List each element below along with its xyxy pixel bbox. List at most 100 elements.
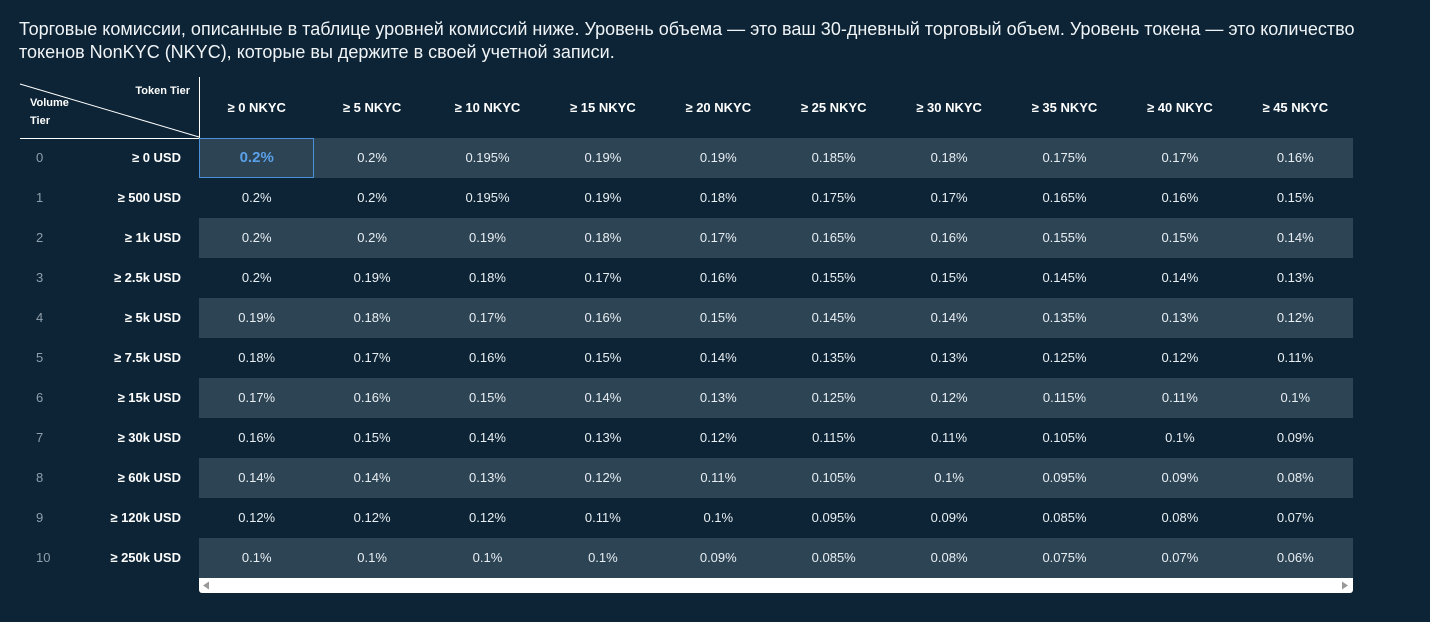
fee-cell[interactable]: 0.17% [930, 190, 968, 205]
fee-cell[interactable]: 0.09% [1161, 470, 1199, 485]
fee-cell[interactable]: 0.14% [469, 430, 506, 445]
fee-cell[interactable]: 0.1% [588, 550, 618, 565]
fee-cell[interactable]: 0.11% [931, 430, 968, 445]
fee-cell[interactable]: 0.19% [238, 310, 276, 325]
fee-cell[interactable]: 0.14% [584, 390, 622, 405]
fee-cell[interactable]: 0.09% [1276, 430, 1314, 445]
fee-cell[interactable]: 0.2% [357, 230, 387, 245]
fee-cell[interactable]: 0.155% [811, 270, 856, 285]
fee-cell[interactable]: 0.08% [1276, 470, 1314, 485]
fee-cell[interactable]: 0.19% [469, 230, 506, 245]
fee-cell[interactable]: 0.06% [1276, 550, 1314, 565]
fee-cell[interactable]: 0.1% [1165, 430, 1195, 445]
fee-cell[interactable]: 0.17% [1161, 150, 1199, 165]
fee-cell[interactable]: 0.09% [699, 550, 737, 565]
fee-cell[interactable]: 0.13% [1276, 270, 1314, 285]
fee-cell[interactable]: 0.095% [1042, 470, 1087, 485]
fee-cell[interactable]: 0.12% [469, 510, 506, 525]
fee-cell[interactable]: 0.12% [353, 510, 391, 525]
fee-cell[interactable]: 0.15% [469, 390, 506, 405]
fee-cell[interactable]: 0.15% [353, 430, 391, 445]
fee-cell[interactable]: 0.13% [930, 350, 968, 365]
fee-cell[interactable]: 0.07% [1276, 510, 1314, 525]
fee-cell[interactable]: 0.095% [811, 510, 856, 525]
fee-cell[interactable]: 0.16% [469, 350, 506, 365]
selected-cell[interactable]: 0.2% [199, 138, 315, 178]
fee-cell[interactable]: 0.1% [472, 550, 503, 565]
fee-cell[interactable]: 0.07% [1161, 550, 1199, 565]
fee-cell[interactable]: 0.18% [353, 310, 391, 325]
fee-cell[interactable]: 0.16% [584, 310, 622, 325]
fee-cell[interactable]: 0.2% [241, 270, 272, 285]
fee-cell[interactable]: 0.1% [241, 550, 272, 565]
fee-cell[interactable]: 0.17% [353, 350, 391, 365]
fee-cell[interactable]: 0.12% [699, 430, 737, 445]
fee-cell[interactable]: 0.1% [1280, 390, 1311, 405]
fee-cell[interactable]: 0.105% [811, 470, 856, 485]
fee-cell[interactable]: 0.165% [1042, 190, 1087, 205]
fee-cell[interactable]: 0.195% [465, 190, 510, 205]
fee-cell[interactable]: 0.125% [811, 390, 856, 405]
fee-cell[interactable]: 0.135% [811, 350, 856, 365]
fee-cell[interactable]: 0.11% [1161, 390, 1198, 405]
fee-cell[interactable]: 0.17% [469, 310, 506, 325]
scroll-right[interactable] [1342, 581, 1348, 590]
fee-cell[interactable]: 0.1% [934, 470, 964, 485]
fee-cell[interactable]: 0.1% [703, 510, 734, 525]
fee-cell[interactable]: 0.195% [465, 150, 510, 165]
fee-cell[interactable]: 0.2% [241, 230, 272, 245]
fee-cell[interactable]: 0.14% [1276, 230, 1314, 245]
fee-cell[interactable]: 0.13% [469, 470, 506, 485]
fee-cell[interactable]: 0.2% [357, 190, 387, 205]
fee-cell[interactable]: 0.15% [930, 270, 968, 285]
fee-cell[interactable]: 0.2% [241, 190, 272, 205]
fee-cell[interactable]: 0.155% [1042, 230, 1087, 245]
fee-cell[interactable]: 0.175% [811, 190, 856, 205]
fee-cell[interactable]: 0.08% [1161, 510, 1199, 525]
fee-cell[interactable]: 0.12% [238, 510, 276, 525]
fee-cell[interactable]: 0.175% [1042, 150, 1087, 165]
fee-cell[interactable]: 0.16% [1161, 190, 1199, 205]
fee-cell[interactable]: 0.2% [357, 150, 387, 165]
fee-cell[interactable]: 0.18% [238, 350, 276, 365]
fee-cell[interactable]: 0.08% [930, 550, 968, 565]
fee-cell[interactable]: 0.12% [1276, 310, 1314, 325]
fee-cell[interactable]: 0.165% [811, 230, 856, 245]
scroll-left[interactable] [203, 581, 209, 590]
fee-cell[interactable]: 0.19% [584, 190, 622, 205]
fee-cell[interactable]: 0.115% [1042, 390, 1087, 405]
fee-cell[interactable]: 0.13% [1161, 310, 1199, 325]
fee-cell[interactable]: 0.16% [930, 230, 968, 245]
fee-cell[interactable]: 0.16% [1276, 150, 1314, 165]
fee-cell[interactable]: 0.11% [700, 470, 737, 485]
scrollbar[interactable] [199, 578, 1353, 593]
fee-cell[interactable]: 0.17% [584, 270, 622, 285]
fee-cell[interactable]: 0.18% [930, 150, 968, 165]
fee-cell[interactable]: 0.12% [930, 390, 968, 405]
fee-cell[interactable]: 0.14% [238, 470, 276, 485]
fee-cell[interactable]: 0.17% [699, 230, 737, 245]
fee-cell[interactable]: 0.12% [1161, 350, 1199, 365]
fee-cell[interactable]: 0.15% [699, 310, 737, 325]
fee-cell[interactable]: 0.15% [1161, 230, 1199, 245]
fee-cell[interactable]: 0.13% [699, 390, 737, 405]
fee-cell[interactable]: 0.14% [930, 310, 968, 325]
fee-cell[interactable]: 0.18% [469, 270, 506, 285]
fee-cell[interactable]: 0.09% [930, 510, 968, 525]
fee-cell[interactable]: 0.19% [584, 150, 622, 165]
fee-cell[interactable]: 0.11% [1277, 350, 1314, 365]
fee-cell[interactable]: 0.125% [1042, 350, 1087, 365]
fee-cell[interactable]: 0.16% [699, 270, 737, 285]
fee-cell[interactable]: 0.1% [357, 550, 387, 565]
fee-cell[interactable]: 0.18% [584, 230, 622, 245]
fee-cell[interactable]: 0.11% [584, 510, 621, 525]
fee-cell[interactable]: 0.185% [811, 150, 856, 165]
fee-cell[interactable]: 0.15% [1276, 190, 1314, 205]
fee-cell[interactable]: 0.145% [1042, 270, 1087, 285]
fee-cell[interactable]: 0.17% [238, 390, 276, 405]
fee-cell[interactable]: 0.14% [699, 350, 737, 365]
fee-cell[interactable]: 0.135% [1042, 310, 1087, 325]
fee-cell[interactable]: 0.13% [584, 430, 622, 445]
fee-cell[interactable]: 0.105% [1042, 430, 1087, 445]
fee-cell[interactable]: 0.085% [811, 550, 856, 565]
